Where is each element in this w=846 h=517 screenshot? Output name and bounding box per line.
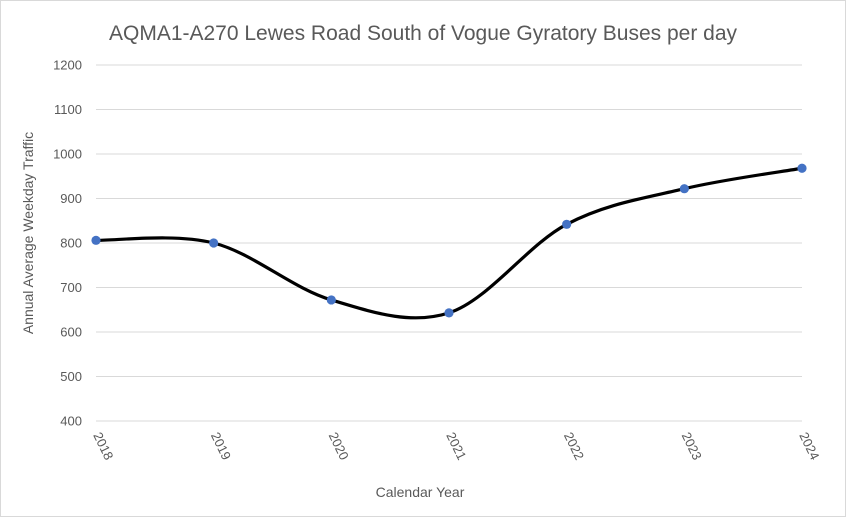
data-point-2023 [679, 184, 689, 194]
y-axis-tick-labels: 400 500 600 700 800 900 1000 1100 1200 [53, 58, 82, 429]
gridlines [96, 64, 802, 422]
y-tick-label-1100: 1100 [54, 102, 82, 117]
y-tick-label-600: 600 [60, 325, 82, 340]
series-group [91, 163, 807, 320]
x-tick-label-2020: 2020 [326, 430, 352, 463]
y-tick-label-500: 500 [60, 369, 82, 384]
x-tick-label-2021: 2021 [443, 430, 469, 463]
data-point-2020 [326, 295, 336, 305]
chart-title: AQMA1-A270 Lewes Road South of Vogue Gyr… [109, 22, 738, 45]
x-axis-tick-labels: 2018 2019 2020 2021 2022 2023 2024 [90, 430, 822, 463]
data-point-2022 [562, 219, 572, 229]
x-tick-label-2019: 2019 [208, 430, 234, 463]
x-axis-title: Calendar Year [376, 484, 465, 500]
y-tick-label-1200: 1200 [53, 58, 82, 73]
y-tick-label-700: 700 [60, 280, 82, 295]
data-point-2018 [91, 235, 101, 245]
y-tick-label-900: 900 [60, 191, 82, 206]
y-tick-label-800: 800 [60, 236, 82, 251]
x-tick-label-2022: 2022 [561, 430, 587, 463]
y-axis-title: Annual Average Weekday Traffic [20, 132, 36, 334]
y-tick-label-400: 400 [60, 414, 82, 429]
data-point-2019 [209, 238, 219, 248]
data-point-2021 [444, 308, 454, 318]
y-tick-label-1000: 1000 [53, 147, 82, 162]
x-tick-label-2018: 2018 [90, 430, 116, 463]
x-tick-label-2024: 2024 [796, 430, 822, 463]
x-tick-label-2023: 2023 [679, 430, 705, 463]
data-point-2024 [797, 163, 807, 173]
